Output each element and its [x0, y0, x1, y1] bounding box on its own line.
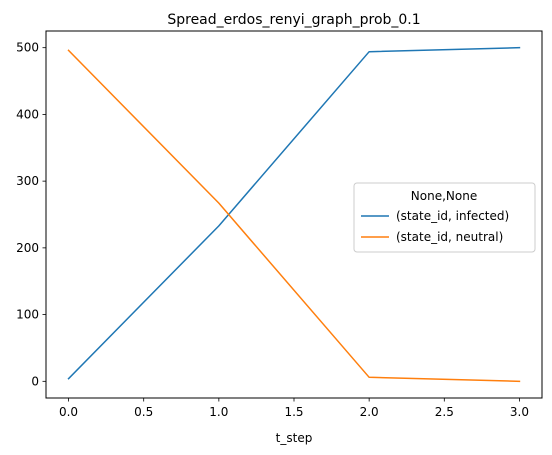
series-layer: [67, 46, 521, 383]
legend-entry-0: (state_id, infected): [396, 209, 509, 223]
x-tick-label: 1.5: [284, 405, 303, 419]
y-tick-label: 200: [16, 241, 39, 255]
y-tick-label: 400: [16, 107, 39, 121]
x-tick-label: 3.0: [510, 405, 529, 419]
legend: None,None (state_id, infected) (state_id,…: [353, 182, 536, 253]
plot-frame: [45, 30, 543, 399]
series-line-0: [67, 46, 521, 380]
y-axis: 0 100 200 300 400 500: [16, 41, 46, 388]
legend-title: None,None: [411, 189, 477, 203]
y-tick-label: 500: [16, 41, 39, 55]
x-axis-label: t_step: [276, 431, 313, 445]
chart-title: Spread_erdos_renyi_graph_prob_0.1: [167, 12, 420, 28]
x-tick-label: 2.0: [360, 405, 379, 419]
y-tick-label: 100: [16, 308, 39, 322]
x-tick-label: 0.5: [134, 405, 153, 419]
x-tick-label: 1.0: [209, 405, 228, 419]
x-axis: 0.0 0.5 1.0 1.5 2.0 2.5 3.0: [59, 398, 529, 419]
y-tick-label: 300: [16, 174, 39, 188]
x-tick-label: 0.0: [59, 405, 78, 419]
series-line-1: [67, 49, 521, 383]
legend-box: [353, 182, 536, 253]
legend-entry-1: (state_id, neutral): [396, 230, 503, 244]
x-tick-label: 2.5: [435, 405, 454, 419]
y-tick-label: 0: [31, 374, 39, 388]
